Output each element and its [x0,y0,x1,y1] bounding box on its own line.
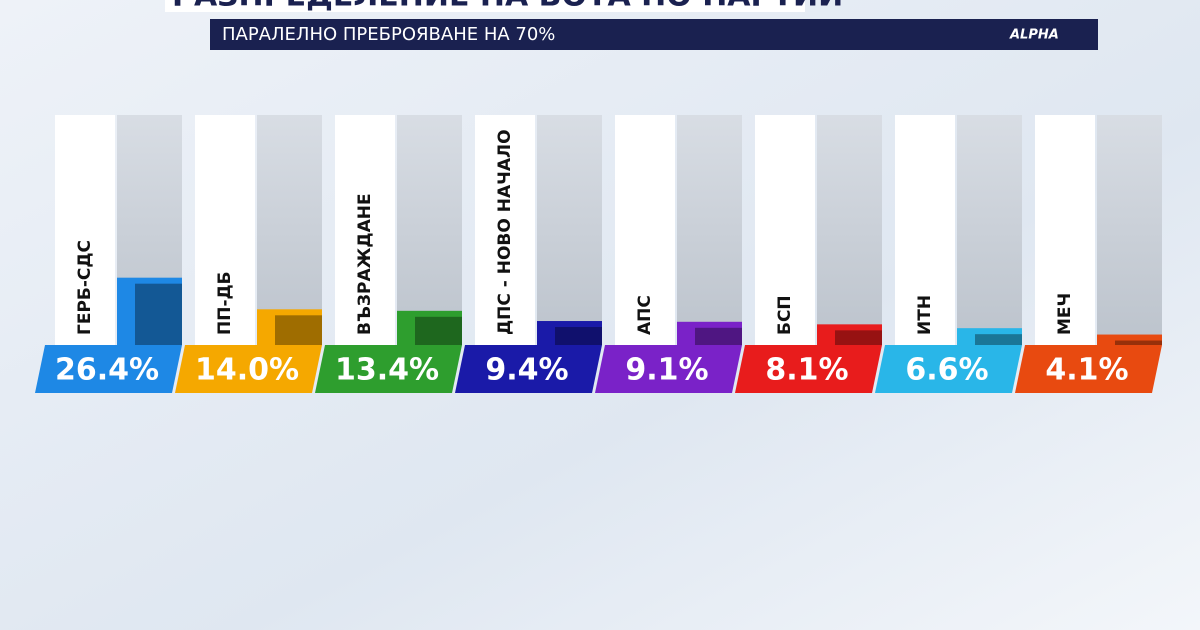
bar-shade [695,327,742,345]
value-label: 9.4% [485,353,568,388]
bar-background [1097,115,1162,345]
bar [117,277,182,345]
category-label: МЕЧ [1055,293,1075,335]
bar-shade [835,330,882,345]
bar [1097,334,1162,345]
bar-shade [415,316,462,345]
value-label-box [735,345,882,393]
chart-title: РАЗПРЕДЕЛЕНИЕ НА ВОТА ПО ПАРТИИ [172,0,843,14]
value-label: 26.4% [55,353,159,388]
bar-shade [275,315,322,345]
value-label-box [35,345,182,393]
value-label: 8.1% [765,353,848,388]
label-panel [615,115,675,345]
value-label-box [595,345,742,393]
label-panel [1035,115,1095,345]
bar [397,310,462,345]
value-label-box [315,345,462,393]
category-label: ГЕРБ-СДС [75,240,95,335]
bar-shade [1115,340,1162,345]
category-label: ВЪЗРАЖДАНЕ [355,193,375,335]
bar [677,321,742,345]
value-label: 4.1% [1045,353,1128,388]
value-label: 14.0% [195,353,299,388]
bar-background [397,115,462,345]
bar [537,321,602,345]
bar-background [817,115,882,345]
label-panel [755,115,815,345]
category-label: АПС [635,295,655,335]
bar [957,328,1022,345]
bar-background [257,115,322,345]
bar [817,324,882,345]
bar [257,309,322,345]
bar-background [677,115,742,345]
value-label-box [455,345,602,393]
category-label: ИТН [915,295,935,335]
category-label: ДПС - НОВО НАЧАЛО [495,129,515,335]
value-label-box [175,345,322,393]
label-panel [55,115,115,345]
subtitle-box [210,19,1098,50]
title-box [165,0,805,12]
label-panel [895,115,955,345]
chart-subtitle: ПАРАЛЕЛНО ПРЕБРОЯВАНЕ НА 70% [222,24,555,45]
bar-shade [555,327,602,345]
category-label: ПП-ДБ [215,271,235,335]
value-label-box [875,345,1022,393]
bar-background [537,115,602,345]
value-label: 9.1% [625,353,708,388]
value-label: 6.6% [905,353,988,388]
category-label: БСП [775,295,795,335]
value-label: 13.4% [335,353,439,388]
label-panel [195,115,255,345]
label-panel [475,115,535,345]
logo: ALPHA [1009,28,1059,43]
bar-background [957,115,1022,345]
bar-shade [135,283,182,345]
value-label-box [1015,345,1162,393]
label-panel [335,115,395,345]
bar-shade [975,334,1022,345]
